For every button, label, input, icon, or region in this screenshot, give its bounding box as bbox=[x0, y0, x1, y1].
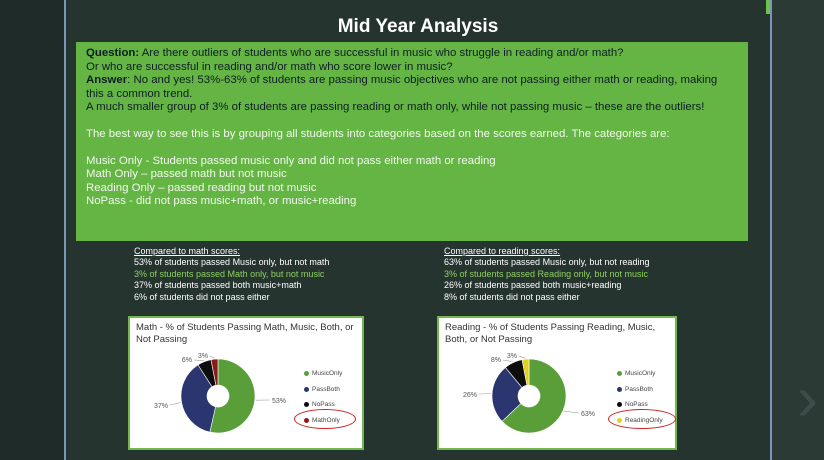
legend-label: NoPass bbox=[312, 401, 335, 409]
donut-value-label: 53% bbox=[272, 398, 286, 405]
right-guide-line bbox=[770, 0, 772, 460]
left-guide-line bbox=[64, 0, 66, 460]
question-paragraph: Question: Are there outliers of students… bbox=[86, 47, 738, 61]
question-text: Are there outliers of students who are s… bbox=[139, 47, 624, 59]
math-stat-line: 3% of students passed Math only, but not… bbox=[134, 268, 325, 279]
category-nopass: NoPass - did not pass music+math, or mus… bbox=[86, 195, 357, 208]
legend-label: PassBoth bbox=[312, 385, 340, 393]
donut-value-label: 26% bbox=[463, 392, 477, 399]
math-stats: Compared to math scores: 53% of students… bbox=[134, 246, 329, 303]
slide-title: Mid Year Analysis bbox=[337, 16, 499, 37]
answer-text: : No and yes! 53%-63% of students are pa… bbox=[86, 74, 718, 100]
donut-value-label: 3% bbox=[198, 353, 208, 360]
reading-stats-header: Compared to reading scores: bbox=[444, 246, 561, 256]
summary-box: Question: Are there outliers of students… bbox=[76, 42, 748, 241]
donut-leader-line bbox=[502, 359, 513, 362]
reading-stats: Compared to reading scores: 63% of stude… bbox=[444, 246, 649, 303]
legend-item: NoPass bbox=[617, 397, 663, 413]
reading-donut-chart: 63% 26% 8% 3% bbox=[463, 353, 595, 434]
math-stat-line: 37% of students passed both music+math bbox=[134, 280, 302, 291]
category-reading-only: Reading Only – passed reading but not mu… bbox=[86, 181, 317, 194]
donut-slice-musiconly bbox=[501, 358, 567, 434]
question-text-2: Or who are successful in reading and/or … bbox=[86, 60, 453, 73]
donut-slice-readingonly bbox=[521, 358, 530, 386]
donut-value-label: 3% bbox=[507, 353, 517, 360]
answer-text-2: A much smaller group of 3% of students a… bbox=[86, 101, 705, 114]
legend-label: MusicOnly bbox=[312, 370, 343, 378]
answer-label: Answer bbox=[86, 74, 128, 87]
donut-slice-musiconly bbox=[209, 358, 256, 434]
category-math-only: Math Only – passed math but not music bbox=[86, 168, 287, 181]
donut-leader-line bbox=[193, 359, 204, 362]
legend-label: MusicOnly bbox=[625, 370, 656, 378]
legend-item: MusicOnly bbox=[617, 366, 663, 382]
donut-slice-mathonly bbox=[210, 358, 219, 386]
reading-stat-line: 3% of students passed Reading only, but … bbox=[444, 268, 648, 279]
legend-dot bbox=[617, 386, 622, 392]
highlight-ring bbox=[608, 409, 676, 429]
legend-item: MusicOnly bbox=[304, 366, 342, 382]
legend-label: NoPass bbox=[625, 401, 648, 409]
donut-value-label: 6% bbox=[182, 357, 192, 364]
donut-slice-passboth bbox=[491, 367, 523, 422]
reading-stat-line: 26% of students passed both music+readin… bbox=[444, 280, 622, 291]
donut-slice-passboth bbox=[180, 364, 216, 433]
reading-stat-line: 8% of students did not pass either bbox=[444, 291, 580, 302]
grouping-intro: The best way to see this is by grouping … bbox=[86, 127, 670, 140]
legend-item: PassBoth bbox=[617, 382, 663, 398]
right-margin bbox=[770, 0, 824, 460]
math-chart-card: Math - % of Students Passing Math, Music… bbox=[128, 316, 364, 450]
chevron-decoration-icon: › bbox=[796, 362, 818, 434]
math-stat-line: 53% of students passed Music only, but n… bbox=[134, 257, 330, 268]
legend-dot bbox=[304, 402, 309, 408]
legend-item: PassBoth bbox=[304, 382, 342, 398]
legend-dot bbox=[304, 371, 309, 377]
donut-leader-line bbox=[518, 355, 526, 359]
math-donut-chart: 53% 37% 6% 3% bbox=[154, 353, 286, 434]
reading-chart-card: Reading - % of Students Passing Reading,… bbox=[437, 316, 677, 450]
donut-leader-line bbox=[563, 410, 580, 414]
legend-dot bbox=[617, 371, 622, 377]
answer-paragraph: Answer: No and yes! 53%-63% of students … bbox=[86, 74, 738, 101]
legend-label: PassBoth bbox=[625, 385, 653, 393]
accent-bar bbox=[766, 0, 770, 14]
donut-leader-line bbox=[169, 402, 181, 406]
donut-value-label: 37% bbox=[154, 403, 168, 410]
reading-chart-title: Reading - % of Students Passing Reading,… bbox=[445, 322, 656, 345]
math-stats-header: Compared to math scores: bbox=[134, 246, 241, 256]
donut-value-label: 63% bbox=[581, 411, 595, 418]
legend-dot bbox=[304, 386, 309, 392]
highlight-ring bbox=[294, 409, 356, 429]
donut-leader-line bbox=[209, 355, 215, 359]
question-label: Question: bbox=[86, 47, 140, 59]
category-music-only: Music Only - Students passed music only … bbox=[86, 154, 496, 167]
donut-value-label: 8% bbox=[491, 357, 501, 364]
math-stat-line: 6% of students did not pass either bbox=[134, 291, 270, 302]
legend-item: NoPass bbox=[304, 397, 342, 413]
reading-stat-line: 63% of students passed Music only, but n… bbox=[444, 257, 650, 268]
left-margin bbox=[0, 0, 64, 460]
math-chart-title: Math - % of Students Passing Math, Music… bbox=[136, 322, 354, 345]
legend-dot bbox=[617, 402, 622, 408]
